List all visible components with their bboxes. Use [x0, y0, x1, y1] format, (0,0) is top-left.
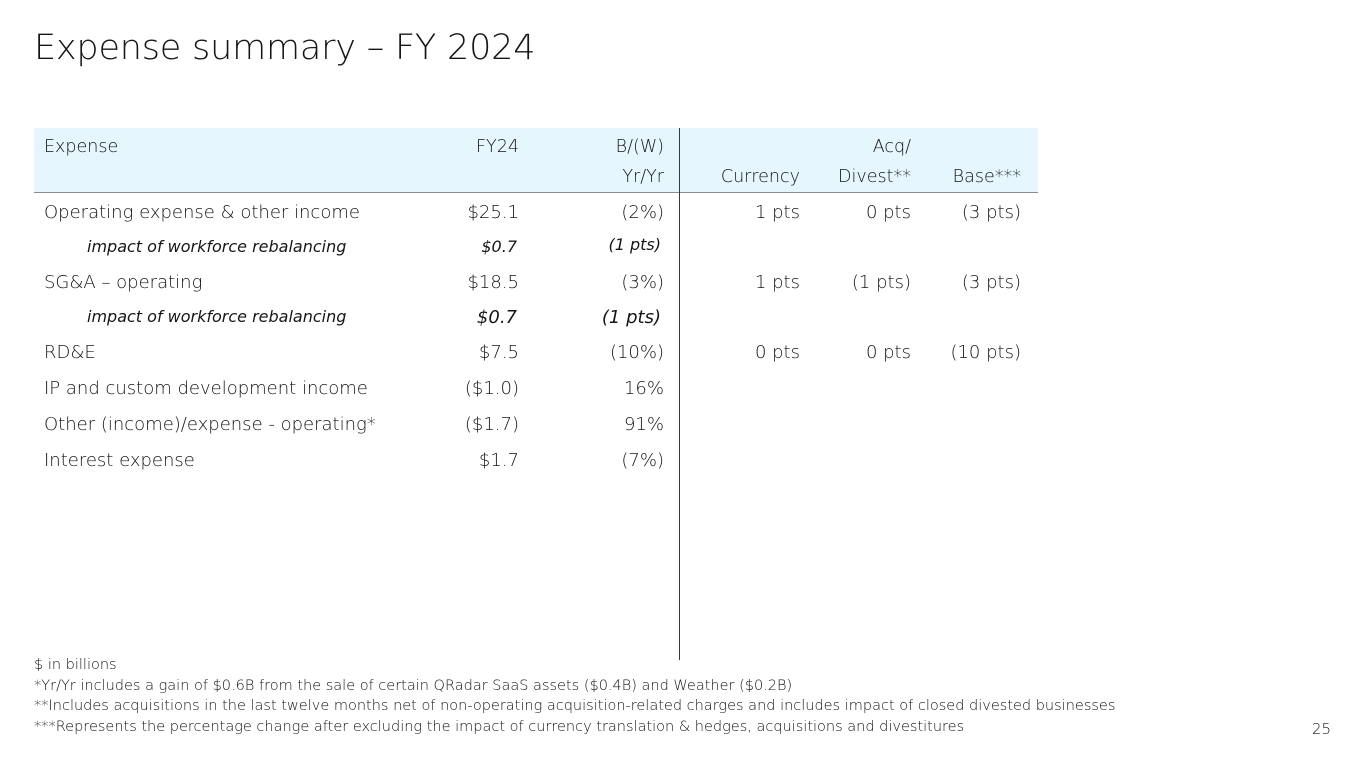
- footnote-units: $ in billions: [34, 657, 117, 673]
- header-bw-line1: B/(W): [615, 137, 664, 157]
- row-fy24: $1.7: [478, 450, 519, 471]
- row-bw: 91%: [623, 414, 664, 435]
- table-row: IP and custom development income ($1.0) …: [34, 378, 1038, 408]
- table-row-sub: impact of workforce rebalancing $0.7 (1 …: [34, 307, 1038, 337]
- row-name: impact of workforce rebalancing: [87, 307, 347, 326]
- table-row: RD&E $7.5 (10%) 0 pts 0 pts (10 pts): [34, 342, 1038, 372]
- header-acq-line1: Acq/: [872, 137, 911, 157]
- row-bw: (2%): [621, 202, 664, 223]
- table-row: Operating expense & other income $25.1 (…: [34, 202, 1038, 232]
- table-row-sub: impact of workforce rebalancing $0.7 (1 …: [34, 235, 1038, 267]
- row-bw: (1 pts): [608, 235, 661, 254]
- table-row: Other (income)/expense - operating* ($1.…: [34, 414, 1038, 444]
- row-name: Interest expense: [44, 450, 195, 471]
- header-currency: Currency: [720, 167, 800, 187]
- row-currency: 0 pts: [754, 342, 800, 363]
- header-acq-line2: Divest**: [838, 167, 911, 187]
- row-name: IP and custom development income: [44, 378, 368, 399]
- row-base: (3 pts): [961, 202, 1021, 223]
- header-bw-line2: Yr/Yr: [622, 167, 664, 187]
- row-currency: 1 pts: [754, 202, 800, 223]
- header-base: Base***: [952, 167, 1021, 187]
- row-acq: 0 pts: [865, 342, 911, 363]
- footnote-2: **Includes acquisitions in the last twel…: [34, 698, 1116, 714]
- row-fy24: ($1.0): [464, 378, 519, 399]
- expense-table: Expense FY24 B/(W) Yr/Yr Currency Acq/ D…: [34, 128, 1038, 471]
- row-name: Operating expense & other income: [44, 202, 360, 223]
- row-fy24: $0.7: [481, 237, 517, 256]
- row-fy24: $0.7: [476, 307, 517, 328]
- header-fy24: FY24: [475, 137, 519, 157]
- row-name: RD&E: [44, 342, 96, 363]
- row-fy24: ($1.7): [464, 414, 519, 435]
- footnote-3: ***Represents the percentage change afte…: [34, 718, 965, 735]
- row-bw: (10%): [609, 342, 664, 363]
- row-name: Other (income)/expense - operating*: [44, 414, 376, 435]
- row-bw: (1 pts): [601, 307, 661, 328]
- row-bw: (3%): [621, 272, 664, 293]
- table-row: SG&A – operating $18.5 (3%) 1 pts (1 pts…: [34, 272, 1038, 302]
- row-base: (3 pts): [961, 272, 1021, 293]
- row-acq: 0 pts: [865, 202, 911, 223]
- row-bw: (7%): [621, 450, 664, 471]
- table-row: Interest expense $1.7 (7%): [34, 450, 1038, 480]
- table-header: Expense FY24 B/(W) Yr/Yr Currency Acq/ D…: [34, 128, 1038, 193]
- row-bw: 16%: [623, 378, 664, 399]
- row-base: (10 pts): [950, 342, 1021, 363]
- row-fy24: $18.5: [467, 272, 519, 293]
- row-name: impact of workforce rebalancing: [87, 237, 347, 256]
- row-fy24: $25.1: [467, 202, 519, 223]
- footnote-1: *Yr/Yr includes a gain of $0.6B from the…: [34, 677, 793, 694]
- page-number: 25: [1311, 720, 1331, 738]
- row-currency: 1 pts: [754, 272, 800, 293]
- row-fy24: $7.5: [478, 342, 519, 363]
- column-divider: [679, 128, 680, 660]
- page-title: Expense summary – FY 2024: [34, 28, 536, 68]
- header-expense: Expense: [44, 137, 119, 157]
- footnotes: $ in billions *Yr/Yr includes a gain of …: [34, 655, 1115, 737]
- row-acq: (1 pts): [851, 272, 911, 293]
- row-name: SG&A – operating: [44, 272, 203, 293]
